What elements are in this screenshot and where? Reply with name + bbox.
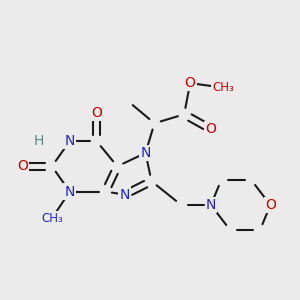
Text: O: O [206, 122, 216, 136]
Text: O: O [185, 76, 196, 90]
Text: N: N [140, 146, 151, 160]
Text: CH₃: CH₃ [41, 212, 63, 225]
Text: N: N [119, 188, 130, 202]
Text: N: N [64, 184, 75, 199]
Text: O: O [91, 106, 102, 120]
Text: N: N [64, 134, 75, 148]
Text: O: O [17, 159, 28, 173]
Text: CH₃: CH₃ [212, 81, 234, 94]
Text: O: O [265, 198, 276, 212]
Text: N: N [206, 198, 216, 212]
Text: H: H [33, 134, 44, 148]
